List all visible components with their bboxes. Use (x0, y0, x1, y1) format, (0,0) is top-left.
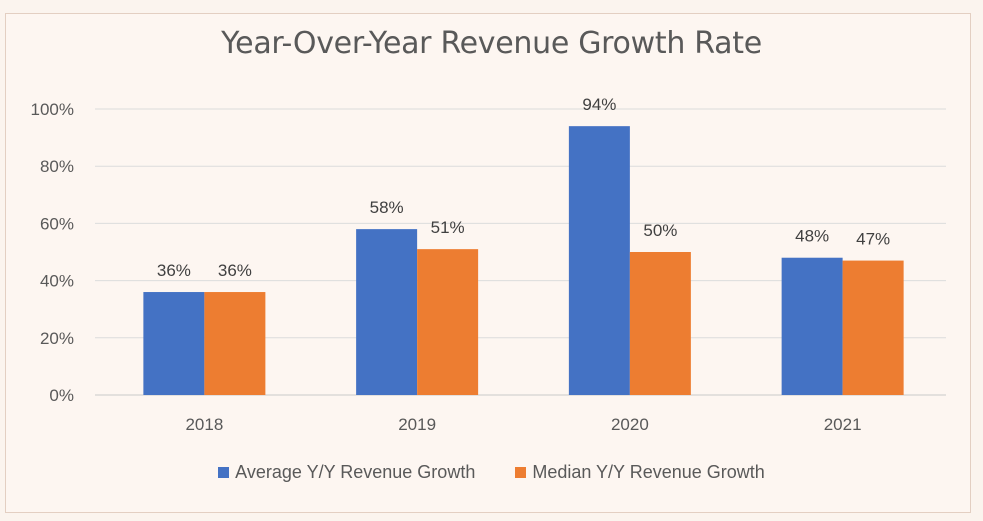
bar (204, 292, 266, 395)
data-label: 48% (795, 227, 829, 246)
data-label: 36% (157, 261, 191, 280)
bar (356, 229, 418, 395)
y-tick-label: 20% (40, 329, 74, 348)
legend-item-median: Median Y/Y Revenue Growth (515, 462, 765, 483)
legend-swatch-average (218, 467, 230, 478)
bar (629, 252, 691, 395)
legend-label-median: Median Y/Y Revenue Growth (532, 462, 765, 482)
bar (842, 260, 904, 395)
bar (417, 249, 479, 395)
x-tick-label: 2018 (185, 415, 223, 434)
legend-swatch-median (515, 467, 527, 478)
x-tick-label: 2020 (611, 415, 649, 434)
legend: Average Y/Y Revenue Growth Median Y/Y Re… (0, 462, 983, 483)
bar (781, 257, 843, 395)
y-tick-label: 60% (40, 214, 74, 233)
data-label: 94% (582, 95, 616, 114)
bar (568, 126, 630, 395)
legend-label-average: Average Y/Y Revenue Growth (235, 462, 476, 482)
data-label: 36% (218, 261, 252, 280)
y-tick-label: 40% (40, 272, 74, 291)
y-tick-label: 100% (31, 100, 74, 119)
data-label: 58% (370, 198, 404, 217)
chart-title: Year-Over-Year Revenue Growth Rate (221, 26, 762, 61)
data-label: 51% (431, 218, 465, 237)
bar (143, 292, 205, 395)
legend-item-average: Average Y/Y Revenue Growth (218, 462, 475, 483)
x-tick-label: 2021 (824, 415, 862, 434)
data-label: 47% (856, 230, 890, 249)
data-label: 50% (643, 221, 677, 240)
x-tick-label: 2019 (398, 415, 436, 434)
y-tick-label: 0% (49, 386, 74, 405)
y-tick-label: 80% (40, 157, 74, 176)
